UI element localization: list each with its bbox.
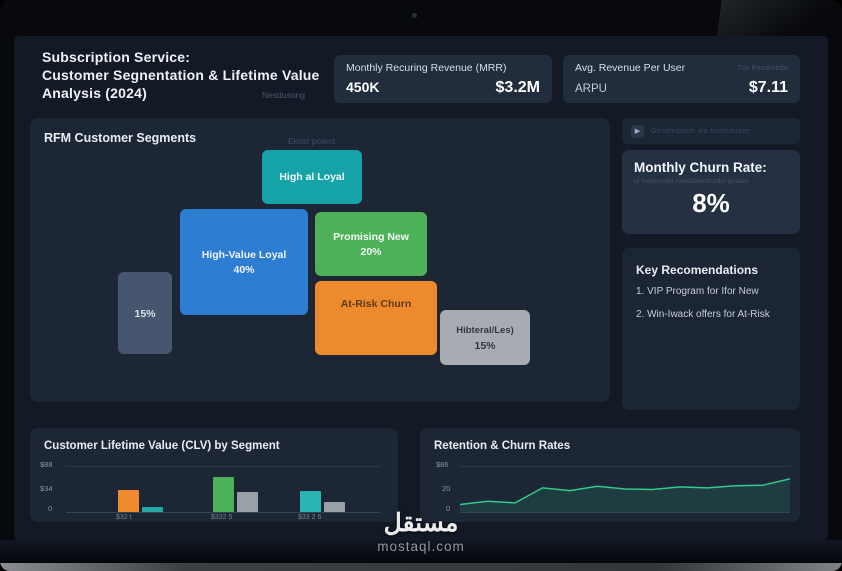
clv-bars-plot [66,464,380,512]
segment-block-small-slate: 15% [118,272,172,354]
clv-bar [237,492,258,512]
recommendation-item: 2. Win-Iwack offers for At-Risk [636,309,770,320]
arpu-sublabel: ARPU [575,83,607,95]
clv-chart-panel: Customer Lifetime Value (CLV) by Segment… [30,428,398,522]
arpu-label: Avg. Revenue Per User [575,62,686,74]
segment-label: High al Loyal [279,171,345,183]
retention-chart-panel: Retention & Churn Rates $86 20 0 [420,428,800,522]
clv-bar [300,491,321,512]
clv-ytick: 0 [48,504,53,513]
arpu-value: $7.11 [748,79,788,96]
badge-note: Geodteddrolr ala bodtedudee [651,127,751,135]
arpu-note: 7ov Fondrnndo [737,63,788,72]
segments-note: Ekost potent [288,136,336,146]
clv-bar [213,477,234,512]
x-axis-line [460,512,790,513]
page-title-line2: Customer Segnentation & Lifetime Value [42,67,320,83]
clv-bar [118,490,139,512]
clv-bar [324,502,345,512]
clv-ytick: $34 [40,484,53,493]
kpi-card-arpu: Avg. Revenue Per User 7ov Fondrnndo ARPU… [563,55,800,103]
recommendations-card: Key Recomendations 1. VIP Program for If… [622,248,800,410]
bar-group [118,490,163,512]
dashboard-screen: Subscription Service: Customer Segnentat… [14,36,828,540]
segment-value: 15% [134,308,156,320]
segment-label: Hibteral/Les) [456,324,514,336]
page-title-line1: Subscription Service: [42,49,191,65]
clv-xtick: $33 2 6 [298,514,322,521]
header-note: Nesdusong [262,90,306,100]
segment-value: 15% [474,339,496,352]
segment-label: At-Risk Churn [340,298,412,310]
clv-xtick: $32 t [116,514,132,521]
churn-value: 8% [692,188,730,218]
segments-panel-title: RFM Customer Segments [44,131,197,145]
retention-line [460,478,790,506]
segment-block-high-loyal: High al Loyal [262,150,362,204]
bar-group [300,491,345,512]
retention-line-plot [460,478,790,512]
x-axis-line [66,512,380,513]
mrr-primary-value: $3.2M [495,79,540,96]
clv-bar [142,507,163,512]
play-icon: ▶ [631,124,644,138]
churn-note: ld fondonidel ilanellantdfnodul guador [634,178,750,185]
segment-value: 20% [360,246,382,258]
kpi-card-mrr: Monthly Recuring Revenue (MRR) 450K $3.2… [334,55,552,103]
segment-block-high-value-loyal: High-Value Loyal 40% [180,209,308,315]
rfm-segments-panel: RFM Customer Segments Ekost potent High … [30,118,610,402]
recommendations-title: Key Recomendations [636,263,759,277]
retention-area-fill [460,478,790,512]
gridline [66,466,380,467]
clv-chart-title: Customer Lifetime Value (CLV) by Segment [44,440,280,452]
churn-rate-card: Monthly Churn Rate: ld fondonidel ilanel… [622,150,800,234]
page-title: Subscription Service: Customer Segnentat… [42,48,352,102]
segment-label: Promising New [333,231,409,243]
segment-block-at-risk-churn: At-Risk Churn [315,281,437,355]
segment-value: 40% [233,264,255,276]
recommendation-item: 1. VIP Program for Ifor New [636,286,759,297]
retention-ytick: 0 [446,504,451,513]
mrr-secondary-value: 450K [346,79,380,95]
webcam-dot [412,13,417,18]
desk-edge [0,563,842,571]
page-title-line3: Analysis (2024) [42,85,147,101]
churn-title: Monthly Churn Rate: [634,160,767,175]
clv-ytick: $88 [40,460,53,469]
info-badge-button[interactable]: ▶ Geodteddrolr ala bodtedudee [622,118,800,144]
gridline [460,466,790,467]
bar-group [213,477,258,512]
retention-ytick: 20 [442,484,451,493]
segment-block-promising-new: Promising New 20% [315,212,427,276]
segment-label: High-Value Loyal [201,249,287,261]
laptop-base [0,540,842,563]
mrr-label: Monthly Recuring Revenue (MRR) [346,62,507,74]
segment-block-hibernating: Hibteral/Les) 15% [440,310,530,365]
retention-ytick: $86 [436,460,449,469]
retention-chart-title: Retention & Churn Rates [434,440,571,452]
clv-xtick: $332 5 [211,514,233,521]
